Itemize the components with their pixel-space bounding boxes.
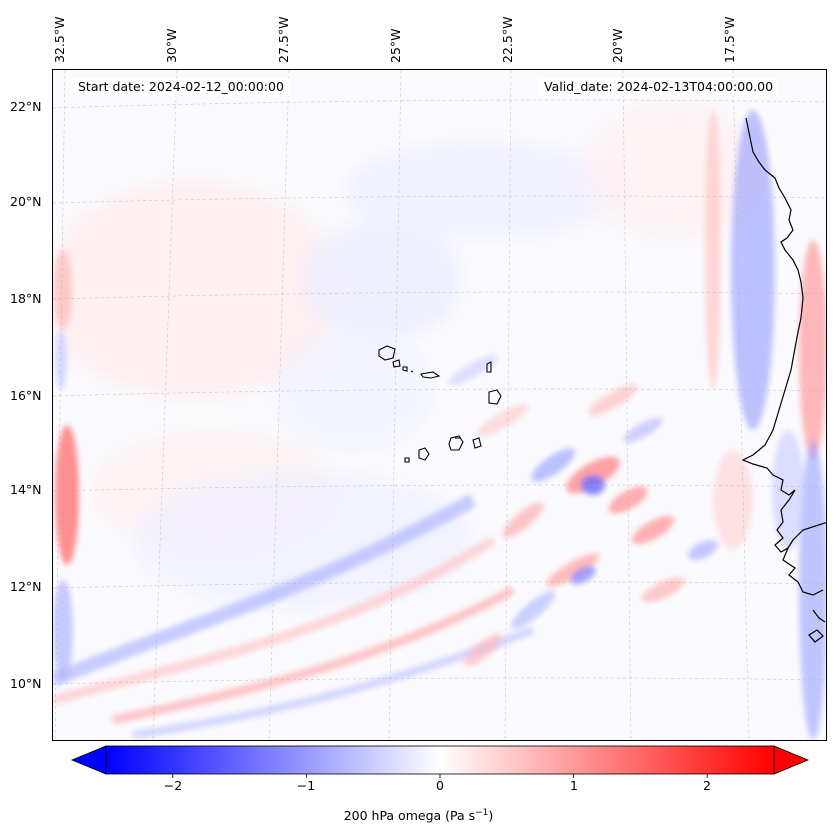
map-gridlines: [53, 70, 826, 740]
coastline: [741, 117, 826, 643]
lon-label-20w: 20°W: [610, 28, 625, 63]
colorbar-label-main: 200 hPa omega (Pa s: [343, 808, 476, 824]
lon-label-25w: 25°W: [388, 28, 403, 63]
lat-label-16n: 16°N: [10, 388, 42, 403]
lon-label-32-5w: 32.5°W: [52, 16, 67, 63]
colorbar-tick-1: 1: [570, 778, 578, 793]
lon-label-27-5w: 27.5°W: [276, 16, 291, 63]
cape-verde-islands: [378, 345, 502, 463]
omega-coastal-bands: [705, 110, 826, 740]
lon-label-30w: 30°W: [164, 28, 179, 63]
lat-label-20n: 20°N: [10, 194, 42, 209]
colorbar-label-exponent: −1: [475, 808, 489, 818]
colorbar-tick-0: 0: [436, 778, 444, 793]
lat-label-12n: 12°N: [10, 579, 42, 594]
colorbar-tick-neg1: −1: [296, 778, 316, 793]
colorbar-label: 200 hPa omega (Pa s−1): [0, 808, 837, 823]
colorbar-extend-min: [70, 745, 107, 775]
omega-field-map: [53, 70, 826, 740]
map-plot-area[interactable]: [52, 69, 827, 741]
omega-wave-pattern: [448, 354, 718, 667]
lat-label-18n: 18°N: [10, 291, 42, 306]
omega-diagonal-bands: [53, 493, 535, 739]
lat-label-14n: 14°N: [10, 482, 42, 497]
colorbar-tick-neg2: −2: [163, 778, 183, 793]
omega-background-field: [53, 70, 826, 740]
colorbar-tick-2: 2: [703, 778, 711, 793]
start-date-label: Start date: 2024-02-12_00:00:00: [72, 78, 290, 96]
valid-date-label: Valid_date: 2024-02-13T04:00:00.00: [538, 78, 780, 96]
lon-label-17-5w: 17.5°W: [722, 16, 737, 63]
lat-label-10n: 10°N: [10, 676, 42, 691]
colorbar-extend-max: [773, 745, 810, 775]
colorbar-label-end: ): [488, 808, 494, 824]
colorbar-gradient: [105, 745, 775, 775]
lat-label-22n: 22°N: [10, 99, 42, 114]
omega-left-edge-bands: [53, 250, 79, 680]
lon-label-22-5w: 22.5°W: [500, 16, 515, 63]
